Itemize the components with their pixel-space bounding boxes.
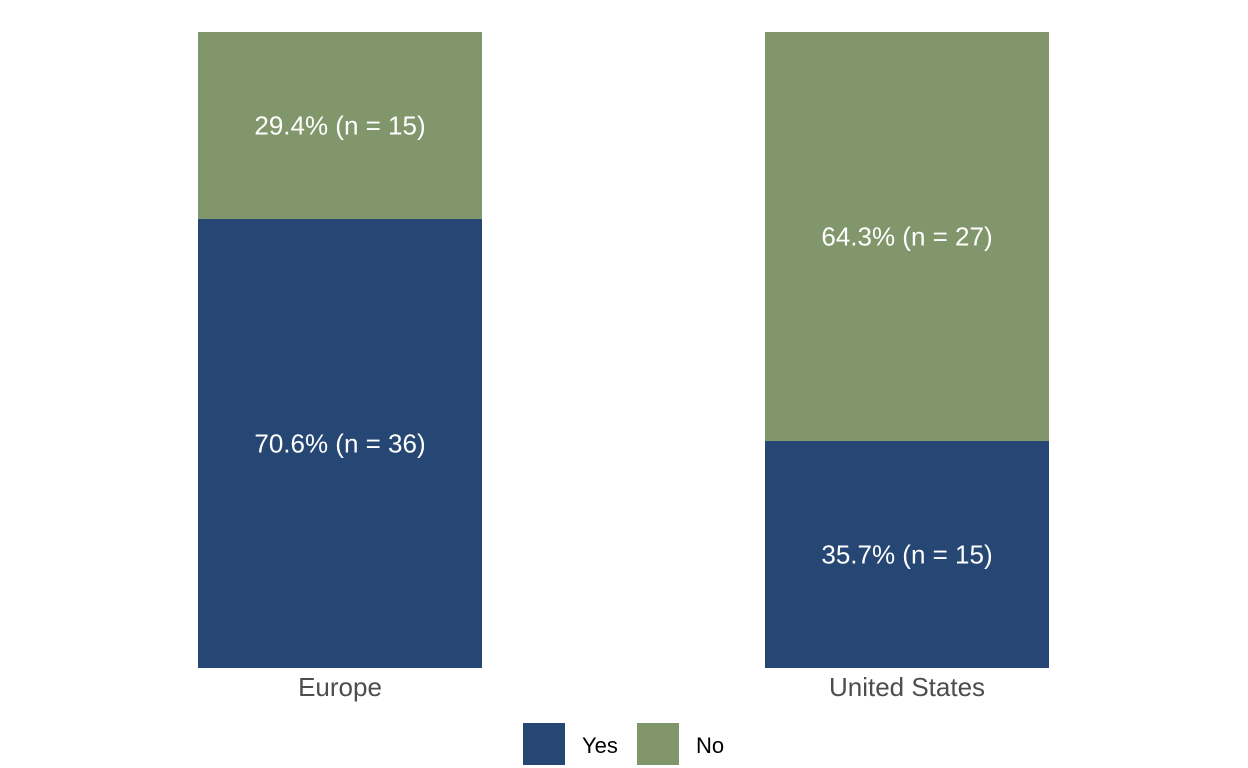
legend-swatch-yes [523, 723, 565, 765]
legend-swatch-no [637, 723, 679, 765]
bar-europe-yes [198, 218, 482, 668]
bar-label-united-states-no: 64.3% (n = 27) [821, 221, 992, 251]
bar-labels-layer: 70.6% (n = 36) 29.4% (n = 15) 35.7% (n = 1… [254, 110, 992, 569]
bar-label-europe-yes: 70.6% (n = 36) [254, 428, 425, 458]
legend: Yes No [523, 723, 724, 765]
category-labels-layer: Europe United States [298, 672, 985, 702]
bar-united-states-no [765, 32, 1049, 441]
bar-label-europe-no: 29.4% (n = 15) [254, 110, 425, 140]
bar-united-states-yes [765, 440, 1049, 668]
bars-layer [198, 32, 1049, 668]
legend-label-yes: Yes [582, 733, 618, 758]
category-label-united-states: United States [829, 672, 985, 702]
category-label-europe: Europe [298, 672, 382, 702]
legend-label-no: No [696, 733, 724, 758]
bar-label-united-states-yes: 35.7% (n = 15) [821, 539, 992, 569]
bar-europe-no [198, 32, 482, 219]
